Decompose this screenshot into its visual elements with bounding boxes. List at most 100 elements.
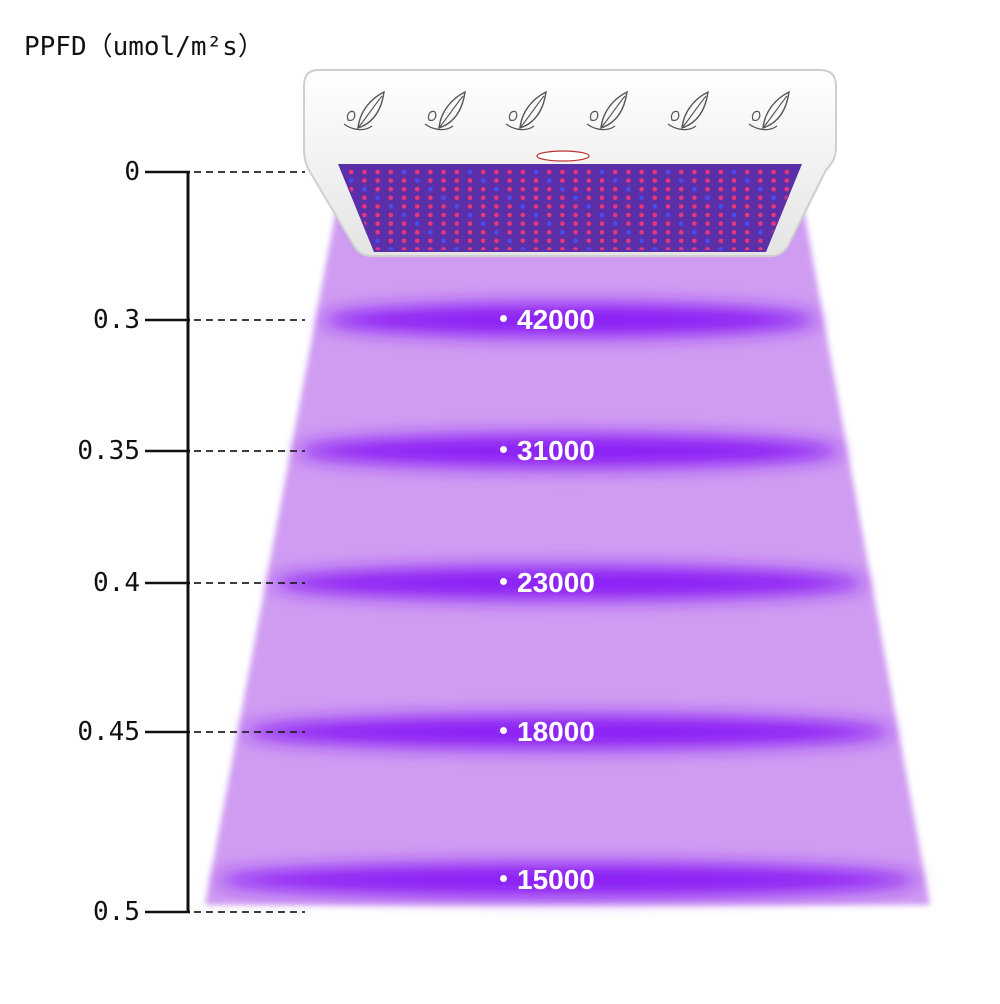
grow-light-panel xyxy=(303,69,837,257)
led-dot xyxy=(678,204,684,209)
led-dot xyxy=(573,247,578,250)
led-dot xyxy=(758,212,763,218)
intensity-band xyxy=(215,863,920,897)
led-dot xyxy=(626,195,631,201)
led-dot xyxy=(454,229,460,235)
ppfd-value-label: 18000 xyxy=(500,716,595,748)
led-dot xyxy=(771,204,776,209)
led-dot xyxy=(441,229,446,235)
led-dot xyxy=(467,195,473,201)
led-dot xyxy=(507,221,512,226)
led-dot xyxy=(599,169,605,175)
led-dot xyxy=(533,238,539,244)
led-dot xyxy=(507,247,512,250)
led-dot xyxy=(758,169,763,175)
led-dot xyxy=(441,178,446,183)
led-dot xyxy=(586,186,592,192)
led-dot xyxy=(718,221,724,226)
distance-tick-label: 0.45 xyxy=(77,717,140,747)
led-dot xyxy=(718,229,724,235)
led-dot xyxy=(758,238,763,244)
led-dot xyxy=(665,238,671,244)
led-dot xyxy=(388,221,394,226)
led-dot xyxy=(546,238,552,244)
led-dot xyxy=(454,195,460,201)
led-dot xyxy=(718,238,724,244)
led-dot xyxy=(454,186,460,192)
led-dot xyxy=(428,247,433,250)
led-dot xyxy=(533,221,539,226)
led-dot xyxy=(731,221,737,226)
led-dot xyxy=(678,247,684,250)
led-dot xyxy=(758,221,763,226)
led-dot xyxy=(639,178,644,183)
led-dot xyxy=(758,247,763,250)
led-dot xyxy=(678,195,684,201)
brand-badge xyxy=(536,150,590,162)
led-dot xyxy=(599,204,605,209)
led-dot xyxy=(362,169,367,175)
led-dot xyxy=(480,186,486,192)
led-dot xyxy=(652,204,658,209)
led-dot xyxy=(520,247,526,250)
led-dot xyxy=(414,212,420,218)
led-dot xyxy=(639,169,644,175)
led-dot xyxy=(652,195,658,201)
led-dot xyxy=(388,186,394,192)
led-dot xyxy=(599,195,605,201)
led-dot xyxy=(784,186,790,192)
led-dot xyxy=(454,178,460,183)
led-dot xyxy=(744,221,750,226)
led-dot xyxy=(744,186,750,192)
leaf-icon xyxy=(586,90,628,131)
led-dot xyxy=(626,238,631,244)
led-dot xyxy=(494,221,499,226)
led-dot xyxy=(678,229,684,235)
led-dot xyxy=(744,247,750,250)
led-dot xyxy=(467,221,473,226)
led-dot xyxy=(652,229,658,235)
distance-tick-label: 0 xyxy=(124,157,140,187)
led-dot xyxy=(388,229,394,235)
led-dot xyxy=(454,212,460,218)
led-dot xyxy=(520,178,526,183)
ppfd-value-label: 42000 xyxy=(500,304,595,336)
led-dot xyxy=(599,186,605,192)
led-dot xyxy=(520,221,526,226)
led-dot xyxy=(454,247,460,250)
led-dot xyxy=(441,186,446,192)
intensity-band xyxy=(271,566,866,600)
leaf-icon xyxy=(343,90,385,131)
led-dot xyxy=(612,169,618,175)
led-dot xyxy=(771,212,776,218)
led-dot xyxy=(692,212,697,218)
led-dot xyxy=(375,247,380,250)
led-dot xyxy=(560,247,565,250)
led-dot xyxy=(744,195,750,201)
led-dot xyxy=(348,169,354,175)
led-dot xyxy=(784,169,790,175)
led-dot xyxy=(705,247,710,250)
led-dot xyxy=(626,204,631,209)
led-dot xyxy=(758,178,763,183)
bullet-icon xyxy=(500,578,507,586)
led-dot xyxy=(494,186,499,192)
led-dot xyxy=(348,178,354,183)
led-dot xyxy=(388,178,394,183)
led-dot xyxy=(665,247,671,250)
led-dot xyxy=(428,221,433,226)
led-dot xyxy=(731,186,737,192)
led-dot xyxy=(744,169,750,175)
led-dot xyxy=(414,169,420,175)
led-dot xyxy=(560,221,565,226)
led-dot xyxy=(560,186,565,192)
bullet-icon xyxy=(500,315,507,323)
leaf-icon xyxy=(424,90,466,131)
led-dot xyxy=(507,204,512,209)
led-dot xyxy=(586,204,592,209)
led-dot xyxy=(573,195,578,201)
led-dot xyxy=(718,169,724,175)
led-dot xyxy=(507,212,512,218)
led-dot xyxy=(586,247,592,250)
led-dot xyxy=(705,204,710,209)
